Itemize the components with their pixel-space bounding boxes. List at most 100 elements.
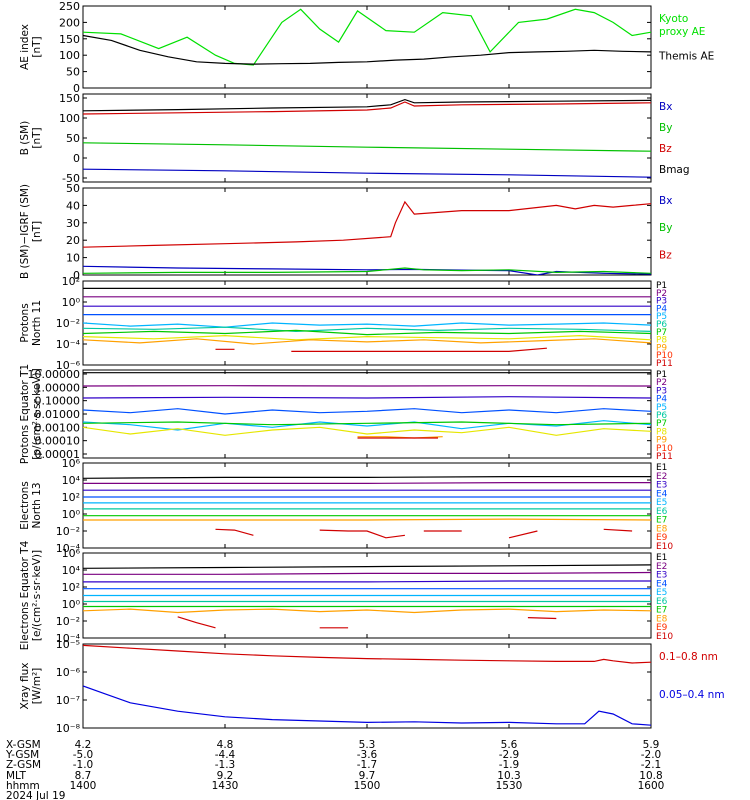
y-tick-label: 10⁻⁷ (56, 694, 80, 707)
y-tick-label: 10⁰ (62, 598, 81, 611)
y-tick-label: 10⁻⁶ (56, 359, 81, 372)
legend-item: P8 (656, 427, 667, 437)
y-tick-label: 10⁻⁸ (56, 722, 81, 735)
legend-item: Themis AE (658, 50, 714, 62)
y-axis-label-line: [p/(cm²·s·sr·keV)] (31, 368, 43, 459)
x-tick-label: 1400 (70, 780, 97, 792)
y-tick-label: 0 (73, 269, 80, 282)
y-axis-label: Protons Equator T1 [p/(cm²·s·sr·keV)] (19, 364, 43, 464)
y-tick-label: 200 (59, 16, 80, 29)
legend-item: E1 (656, 553, 667, 563)
panel-frame (82, 462, 652, 549)
x-tick-label: -2.9 (499, 749, 520, 761)
legend-item: proxy AE (659, 26, 705, 38)
y-tick-label: 10⁴ (62, 474, 81, 487)
series-line-p7 (83, 329, 651, 336)
y-axis-label: Xray flux [W/m²] (19, 663, 43, 710)
legend-item: P9 (656, 436, 667, 446)
legend-item: E8 (656, 524, 668, 534)
x-axis-row-label: MLT (6, 770, 26, 782)
series-line-by (83, 142, 651, 152)
legend-item: E1 (656, 463, 667, 473)
x-tick-label: 9.2 (217, 770, 234, 782)
series-line-e8 (83, 518, 651, 521)
series-line-p5 (83, 322, 651, 328)
series-line-p6 (83, 421, 651, 426)
y-tick-label: 10⁰ (62, 296, 81, 309)
legend-item: E9 (656, 533, 668, 543)
legend-item: Bmag (659, 164, 690, 176)
y-tick-label: 10⁻² (56, 615, 80, 628)
legend-item: P2 (656, 289, 667, 299)
panel-frame (82, 280, 652, 366)
series-line-bx (83, 168, 651, 178)
legend-item: Bz (659, 249, 672, 261)
x-tick-label: -2.0 (641, 749, 662, 761)
legend-item: E8 (656, 614, 668, 624)
y-axis-label-line: Electrons (19, 481, 31, 530)
legend-item: P7 (656, 328, 667, 338)
y-tick-label: 10 (66, 252, 80, 265)
legend-item: P5 (656, 312, 667, 322)
x-axis-row-label: Y-GSM (5, 749, 39, 761)
panel-8: 10⁻⁸ 10⁻⁷ 10⁻⁶ 10⁻⁵ Xray flux [W/m²] 0.1–0.8 n… (19, 638, 725, 735)
y-tick-label: 0.00100 (35, 421, 81, 434)
y-tick-label: 10⁻² (56, 317, 80, 330)
y-tick-label: 0.10000 (35, 395, 81, 408)
x-tick-label: -3.6 (357, 749, 378, 761)
y-axis-label-line: North 11 (31, 300, 43, 346)
legend-item: E2 (656, 472, 667, 482)
legend-item: E5 (656, 498, 667, 508)
series-line-p9 (83, 338, 651, 345)
series-line-bz (83, 101, 651, 115)
series-line-e8 (83, 608, 651, 614)
panel-frame (82, 643, 652, 729)
legend-item: Kyoto (659, 13, 688, 25)
legend-item: P1 (656, 281, 667, 291)
y-tick-label: 0 (73, 82, 80, 95)
legend-item: E3 (656, 571, 667, 581)
legend-item: P1 (656, 370, 667, 380)
y-tick-label: 10⁶ (62, 457, 81, 470)
series-line-e3 (83, 580, 651, 583)
legend-item: E4 (656, 579, 668, 589)
y-tick-label: 100 (59, 49, 80, 62)
y-tick-label: 10.00000 (28, 368, 81, 381)
panel-frame (82, 187, 652, 276)
panel-7: 10⁻⁴ 10⁻² 10⁰ 10² 10⁴ 10⁶ Electrons Equator T4… (19, 540, 673, 650)
x-tick-label: 4.2 (75, 739, 92, 751)
legend-item: P6 (656, 411, 667, 421)
y-tick-label: 10⁴ (62, 564, 81, 577)
y-tick-label: 250 (59, 0, 80, 13)
x-tick-label: 10.8 (639, 770, 662, 782)
series-line-kyoto-proxy-ae (83, 8, 651, 66)
y-tick-label: 0 (73, 152, 80, 165)
y-tick-label: 100 (59, 112, 80, 125)
legend-item: Bz (659, 143, 672, 155)
legend-item: P8 (656, 336, 667, 346)
x-tick-label: -4.4 (215, 749, 236, 761)
legend-item: 0.1–0.8 nm (659, 651, 718, 663)
x-tick-label: -1.7 (357, 759, 378, 771)
y-axis-label-line: Protons (19, 303, 31, 342)
series-line-bmag (83, 98, 651, 112)
x-tick-label: 1500 (354, 780, 381, 792)
legend-item: P5 (656, 403, 667, 413)
y-axis-label-line: North 13 (31, 482, 43, 528)
y-axis-label: Electrons North 13 (19, 481, 43, 530)
legend-item: E7 (656, 516, 667, 526)
series-line-p8 (83, 334, 651, 341)
x-tick-label: 5.6 (501, 739, 518, 751)
legend-item: P6 (656, 320, 667, 330)
series-line-p4 (83, 408, 651, 415)
y-axis-label: B (SM) [nT] (19, 121, 43, 155)
legend-item: P10 (656, 444, 673, 454)
y-tick-label: 40 (66, 199, 80, 212)
legend-item: P3 (656, 386, 667, 396)
y-tick-label: 20 (66, 234, 80, 247)
x-tick-label: 5.3 (359, 739, 376, 751)
x-tick-label: 9.7 (359, 770, 376, 782)
